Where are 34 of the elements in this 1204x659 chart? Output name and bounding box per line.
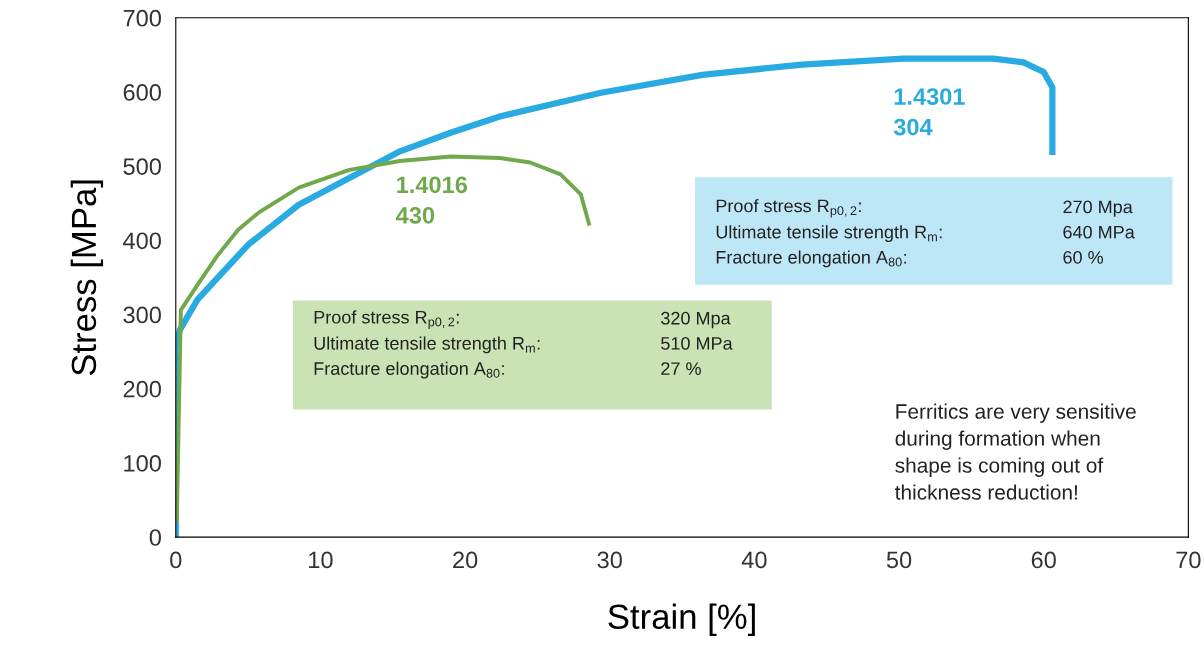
y-tick-label: 600 [123, 84, 161, 101]
x-tick-label: 20 [453, 551, 478, 569]
y-tick-label: 0 [149, 529, 161, 546]
line-series [175, 154, 592, 525]
annotation: Ultimate tensile strength R$_{m}$: [314, 336, 540, 354]
y-tick-label: 500 [123, 158, 161, 175]
annotation: 60 % [1063, 250, 1104, 264]
x-tick-label: 60 [1031, 551, 1056, 569]
x-tick-label: 30 [597, 551, 622, 569]
annotation: 27 % [661, 362, 701, 375]
y-tick-label: 100 [124, 454, 161, 472]
y-axis-title: Stress [MPa] [70, 180, 104, 376]
series-label: 1.4016 430 [396, 176, 468, 224]
x-axis-title: Strain [%] [608, 603, 755, 636]
x-tick-label: 0 [170, 551, 182, 569]
annotation: Ultimate tensile strength R$_{m}$: [716, 225, 942, 243]
annotation: Ferritics are very sensitive during formation when shape is coming out of thickness reduction! [895, 403, 1136, 500]
series-label: 1.4301 304 [893, 88, 965, 136]
annotation: Proof stress R$_{p0,2}$: [716, 199, 861, 218]
x-tick-label: 40 [741, 551, 767, 569]
annotation: 510 MPa [661, 337, 733, 350]
y-tick-label: 300 [123, 306, 161, 324]
annotation: 640 MPa [1063, 225, 1135, 239]
y-tick-label: 200 [123, 380, 161, 398]
y-tick-label: 400 [123, 232, 161, 250]
annotation: 270 Mpa [1063, 200, 1133, 217]
annotation: Proof stress R$_{p0,2}$: [314, 310, 459, 329]
annotation: Fracture elongation A$_{80}$: [314, 361, 504, 379]
x-tick-label: 50 [886, 551, 912, 569]
x-tick-label: 10 [309, 551, 333, 569]
y-tick-label: 700 [123, 9, 161, 27]
x-tick-label: 70 [1176, 551, 1201, 569]
annotation: 320 Mpa [661, 311, 731, 329]
annotation: Fracture elongation A$_{80}$: [716, 250, 907, 268]
